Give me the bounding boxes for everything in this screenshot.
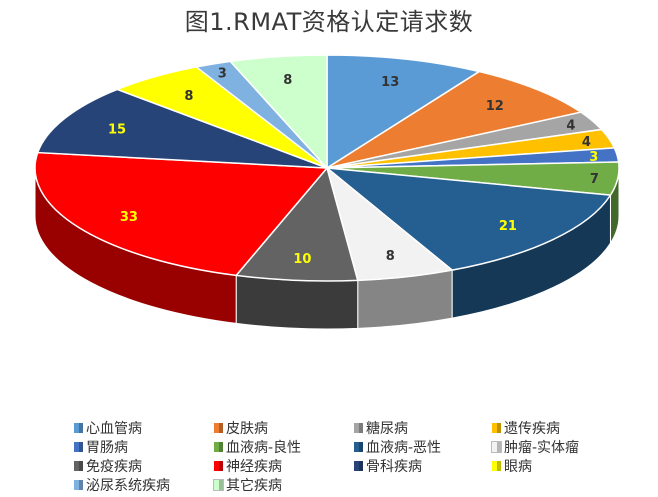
- legend-label-4: 胃肠病: [86, 440, 128, 456]
- pie-slice-8: [234, 166, 359, 282]
- legend-swatch-2: [354, 423, 363, 433]
- data-label-6: 21: [499, 219, 517, 234]
- legend-label-0: 心血管病: [86, 421, 142, 437]
- legend-label-8: 免疫疾病: [86, 459, 142, 475]
- legend-label-3: 遗传疾病: [504, 421, 560, 437]
- legend-item-3: 遗传疾病: [492, 419, 632, 437]
- data-label-7: 8: [386, 249, 395, 264]
- data-label-5: 7: [590, 172, 599, 187]
- data-label-12: 3: [218, 66, 227, 81]
- pie-slice-10: [36, 88, 328, 169]
- legend-item-1: 皮肤病: [214, 419, 354, 437]
- legend-label-5: 血液病-良性: [226, 440, 302, 456]
- legend-label-11: 眼病: [504, 459, 532, 475]
- legend-item-10: 骨科疾病: [354, 457, 492, 475]
- legend-label-12: 泌尿系统疾病: [86, 478, 170, 494]
- pie-side-8: [235, 274, 359, 330]
- data-label-10: 15: [108, 122, 126, 137]
- chart-title: 图1.RMAT资格认定请求数: [184, 8, 474, 36]
- data-label-9: 33: [120, 210, 138, 225]
- legend-item-12: 泌尿系统疾病: [74, 476, 214, 494]
- legend-item-7: 肿瘤-实体瘤: [491, 438, 632, 456]
- data-label-4: 3: [589, 150, 598, 165]
- data-label-3: 4: [582, 135, 591, 150]
- legend-swatch-8: [74, 461, 83, 471]
- legend-label-6: 血液病-恶性: [366, 440, 442, 456]
- legend-label-7: 肿瘤-实体瘤: [504, 440, 580, 456]
- legend-swatch-11: [492, 461, 501, 471]
- legend-item-0: 心血管病: [74, 419, 214, 437]
- legend-swatch-7: [491, 441, 502, 453]
- data-label-0: 13: [381, 75, 399, 90]
- legend-item-5: 血液病-良性: [214, 438, 354, 456]
- data-label-8: 10: [293, 252, 311, 267]
- data-label-1: 12: [486, 99, 504, 114]
- legend-label-13: 其它疾病: [226, 478, 282, 494]
- legend-label-1: 皮肤病: [226, 421, 268, 437]
- legend-swatch-13: [213, 479, 224, 491]
- legend-swatch-0: [74, 423, 83, 433]
- data-label-11: 8: [184, 89, 193, 104]
- pie-sides: [34, 167, 620, 330]
- legend-item-6: 血液病-恶性: [354, 438, 492, 456]
- legend-swatch-3: [492, 423, 501, 433]
- legend-swatch-12: [74, 480, 83, 490]
- data-label-2: 4: [566, 118, 575, 133]
- pie-slice-9: [34, 151, 329, 277]
- legend-label-10: 骨科疾病: [366, 459, 422, 475]
- pie-slice-6: [324, 167, 612, 271]
- pie-top: [34, 54, 620, 282]
- legend-swatch-1: [214, 423, 223, 433]
- data-label-13: 8: [283, 73, 292, 88]
- legend-item-9: 神经疾病: [214, 457, 354, 475]
- chart-legend: 心血管病 皮肤病 糖尿病 遗传疾病胃肠病 血液病-良性 血液病-恶性 肿瘤-实体瘤免疫疾病 神…: [74, 419, 634, 494]
- pie-slice-13: [228, 54, 328, 170]
- legend-swatch-6: [354, 442, 363, 452]
- legend-item-13: 其它疾病: [213, 476, 354, 494]
- legend-label-9: 神经疾病: [226, 459, 282, 475]
- legend-swatch-5: [214, 442, 223, 452]
- legend-swatch-4: [74, 442, 83, 452]
- legend-item-2: 糖尿病: [354, 419, 492, 437]
- legend-label-2: 糖尿病: [366, 421, 408, 437]
- legend-item-8: 免疫疾病: [74, 457, 214, 475]
- legend-swatch-9: [214, 461, 223, 471]
- legend-item-4: 胃肠病: [74, 438, 214, 456]
- pie-slice-0: [326, 54, 482, 170]
- legend-item-11: 眼病: [492, 457, 632, 475]
- pie-slice-1: [326, 70, 583, 169]
- legend-swatch-10: [354, 461, 363, 471]
